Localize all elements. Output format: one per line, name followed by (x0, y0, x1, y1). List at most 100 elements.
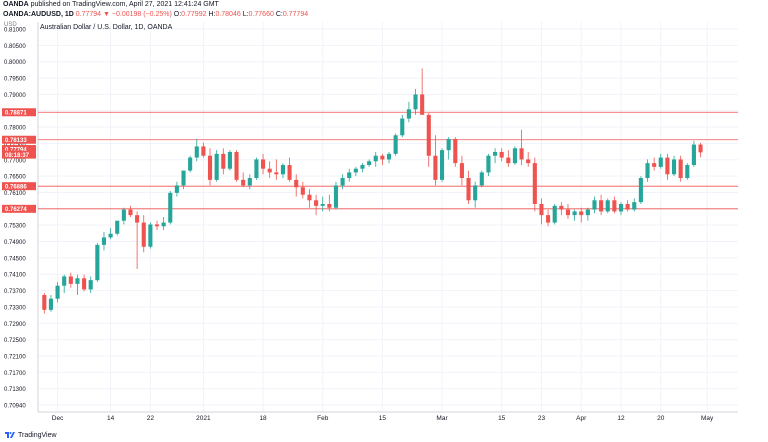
currency-label: USD (4, 22, 17, 28)
candle-body (174, 185, 179, 193)
candle-body (88, 280, 93, 290)
candle-body (135, 215, 140, 223)
candle-body (261, 159, 266, 169)
y-tick-label: 0.73300 (4, 305, 26, 311)
publish-info: published on TradingView.com, April 27, … (30, 1, 219, 8)
candle-body (75, 278, 80, 284)
y-tick-label: 0.72900 (4, 322, 26, 328)
open-label: O: (173, 11, 182, 18)
candle-body (373, 155, 378, 162)
candle-body (585, 209, 590, 216)
y-tick-label: 0.80000 (4, 60, 26, 66)
candle-body (68, 276, 73, 284)
y-tick-label: 0.71300 (4, 387, 26, 393)
y-tick-label: 0.72500 (4, 338, 26, 344)
close-label: C: (275, 11, 283, 18)
tradingview-logo-icon (5, 432, 15, 438)
candle-body (645, 163, 650, 178)
candle-body (333, 185, 339, 208)
chart-header: OANDA published on TradingView.com, Apri… (3, 0, 763, 22)
candle-body (241, 179, 246, 186)
y-tick-label: 0.78000 (4, 126, 26, 132)
footer: TradingView (5, 429, 57, 441)
candle-body (526, 159, 531, 164)
candle-body (141, 222, 146, 247)
low-value: 0.77660 (248, 11, 274, 18)
chart-title: Australian Dollar / U.S. Dollar, 1D, OAN… (40, 24, 173, 31)
candle-body (380, 155, 385, 160)
candle-body (592, 200, 597, 210)
high-label: H: (208, 11, 216, 18)
candle-body (426, 114, 431, 156)
price-label-box (2, 135, 36, 144)
candle-body (320, 204, 325, 206)
y-tick-label: 0.80500 (4, 44, 26, 50)
price-label-text: 0.76274 (5, 207, 27, 213)
candle-body (652, 163, 657, 167)
y-tick-label: 0.74500 (4, 256, 26, 262)
y-tick-label: 0.76500 (4, 175, 26, 181)
candle-body (148, 224, 153, 247)
x-tick-label: Mar (436, 415, 448, 422)
x-tick-label: 12 (617, 415, 625, 422)
candle-body (314, 200, 319, 206)
candle-body (638, 178, 643, 203)
x-tick-label: Feb (317, 415, 329, 422)
candle-body (201, 146, 206, 156)
candle-body (400, 118, 405, 136)
candle-body (612, 200, 617, 212)
price-label-box (2, 204, 36, 213)
price-change: −0.00198 (−0.25%) (111, 11, 172, 18)
y-tick-label: 0.75300 (4, 224, 26, 230)
candle-body (121, 209, 126, 221)
candle-body (274, 172, 279, 175)
candle-body (446, 139, 451, 151)
y-tick-label: 0.81000 (4, 28, 26, 34)
candle-body (665, 157, 670, 175)
candle-body (552, 205, 557, 223)
plot-area (38, 22, 738, 412)
candle-body (294, 179, 299, 188)
candle-body (532, 163, 537, 204)
y-tick-label: 0.77000 (4, 158, 26, 164)
candle-body (499, 152, 504, 158)
candle-body (466, 178, 471, 201)
candle-body (406, 109, 411, 119)
x-tick-label: 20 (657, 415, 665, 422)
candle-body (685, 165, 690, 178)
candle-body (254, 159, 259, 178)
candle-body (82, 278, 87, 290)
candle-body (678, 159, 683, 178)
candle-body (486, 155, 491, 173)
x-tick-label: Dec (52, 415, 64, 422)
y-tick-label: 0.79000 (4, 93, 26, 99)
y-tick-label: 0.72100 (4, 354, 26, 360)
candle-body (605, 200, 610, 212)
close-value: 0.77794 (282, 11, 309, 18)
x-tick-label: 23 (538, 415, 546, 422)
brand-name: TradingView (18, 431, 57, 439)
candle-body (393, 135, 398, 154)
candle-body (618, 204, 624, 212)
candle-body (62, 276, 67, 286)
candle-body (181, 170, 186, 186)
y-tick-label: 0.71700 (4, 371, 26, 377)
candle-body (546, 215, 551, 223)
y-tick-label: 0.73700 (4, 289, 26, 295)
price-label-text: 0.77794 (5, 147, 27, 153)
candle-body (565, 209, 571, 216)
candle-body (221, 153, 226, 169)
x-tick-label: 14 (107, 415, 115, 422)
candle-body (115, 220, 120, 234)
candle-body (101, 237, 107, 245)
y-tick-label: 0.79500 (4, 77, 26, 83)
candle-body (128, 209, 133, 216)
low-label: L: (242, 11, 249, 18)
candle-body (347, 172, 352, 178)
candle-body (625, 204, 630, 210)
y-tick-label: 0.70940 (4, 404, 26, 410)
candle-body (280, 165, 285, 175)
x-tick-label: Apr (576, 415, 587, 422)
x-tick-label: 2021 (196, 415, 211, 422)
